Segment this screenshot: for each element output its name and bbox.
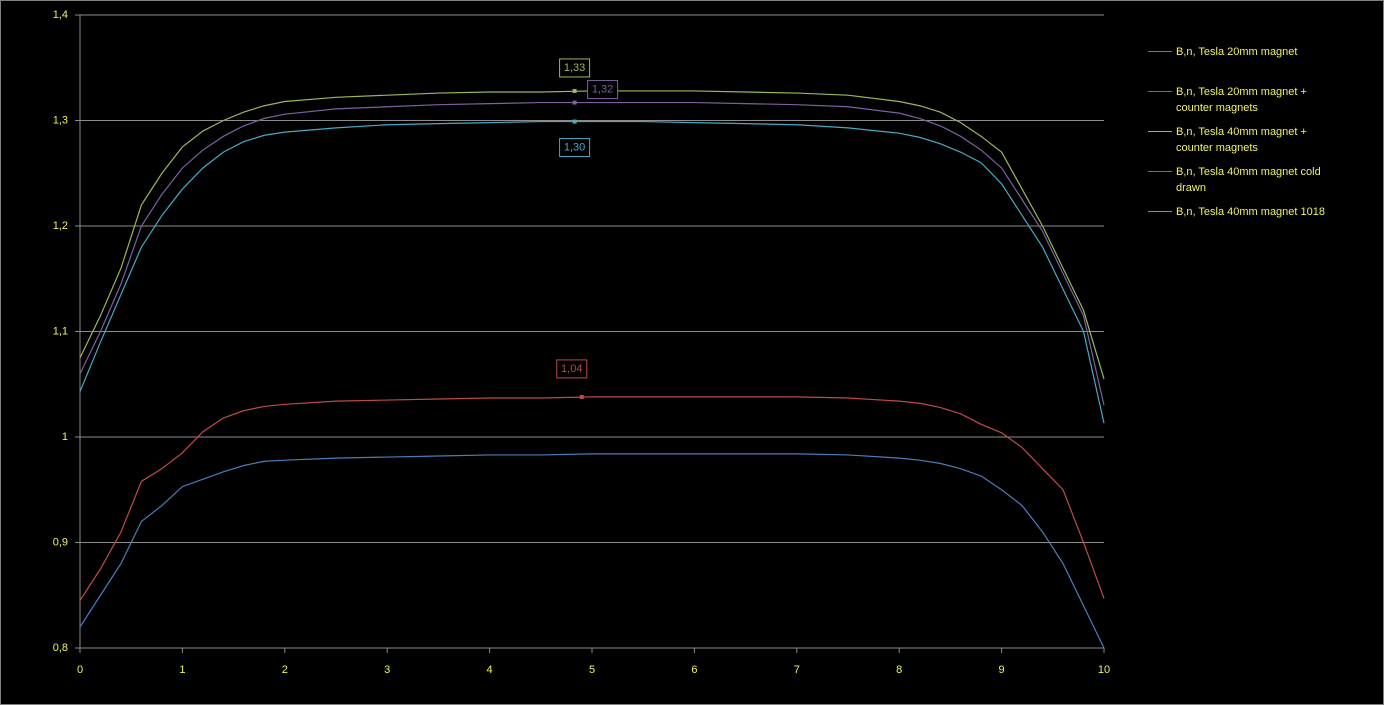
- legend-entry: B,n, Tesla 40mm magnet cold drawn: [1146, 164, 1356, 204]
- x-tick-label: 9: [999, 664, 1005, 676]
- x-tick-label: 8: [896, 664, 902, 676]
- series-line: [79, 453, 1105, 649]
- annotation-label: 1,04: [561, 363, 582, 375]
- legend: B,n, Tesla 20mm magnet B,n, Tesla 20mm ma…: [1146, 44, 1356, 244]
- legend-entry: B,n, Tesla 40mm magnet + counter magnets: [1146, 124, 1356, 164]
- legend-entry: B,n, Tesla 40mm magnet 1018: [1146, 204, 1356, 244]
- series-line: [79, 120, 1105, 424]
- series-line: [79, 90, 1105, 380]
- annotation-label: 1,33: [564, 62, 585, 74]
- legend-swatch: [1148, 171, 1172, 172]
- annotation-box: [559, 138, 591, 158]
- x-tick-label: 1: [179, 664, 185, 676]
- legend-entry: B,n, Tesla 20mm magnet + counter magnets: [1146, 84, 1356, 124]
- annotation-label: 1,32: [592, 83, 613, 95]
- y-tick-label: 1,2: [53, 220, 68, 232]
- legend-label: B,n, Tesla 40mm magnet cold drawn: [1176, 166, 1321, 194]
- annotation-marker: [579, 394, 584, 399]
- series-line: [79, 396, 1105, 601]
- y-tick-label: 0,9: [53, 536, 68, 548]
- y-tick-label: 1,4: [53, 9, 68, 21]
- legend-label: B,n, Tesla 40mm magnet 1018: [1176, 206, 1325, 218]
- x-tick-label: 5: [589, 664, 595, 676]
- legend-swatch: [1148, 51, 1172, 52]
- y-tick-label: 0,8: [53, 642, 68, 654]
- annotation-marker: [572, 88, 577, 93]
- y-tick-label: 1,1: [53, 325, 68, 337]
- x-tick-label: 7: [794, 664, 800, 676]
- legend-swatch: [1148, 91, 1172, 92]
- annotation-box: [587, 80, 619, 100]
- legend-label: B,n, Tesla 20mm magnet + counter magnets: [1176, 86, 1307, 114]
- x-tick-label: 2: [282, 664, 288, 676]
- legend-swatch: [1148, 131, 1172, 132]
- annotation-marker: [572, 119, 577, 124]
- x-tick-label: 4: [487, 664, 493, 676]
- legend-label: B,n, Tesla 20mm magnet: [1176, 46, 1298, 58]
- annotation-box: [559, 58, 591, 78]
- legend-swatch: [1148, 211, 1172, 212]
- annotation-marker: [572, 100, 577, 105]
- y-tick-label: 1: [62, 431, 68, 443]
- legend-entry: B,n, Tesla 20mm magnet: [1146, 44, 1356, 84]
- series-line: [79, 101, 1105, 406]
- x-tick-label: 0: [77, 664, 83, 676]
- y-tick-label: 1,3: [53, 114, 68, 126]
- annotation-label: 1,30: [564, 141, 585, 153]
- x-tick-label: 10: [1098, 664, 1110, 676]
- x-tick-label: 6: [691, 664, 697, 676]
- annotation-box: [556, 359, 588, 379]
- x-tick-label: 3: [384, 664, 390, 676]
- legend-label: B,n, Tesla 40mm magnet + counter magnets: [1176, 126, 1307, 154]
